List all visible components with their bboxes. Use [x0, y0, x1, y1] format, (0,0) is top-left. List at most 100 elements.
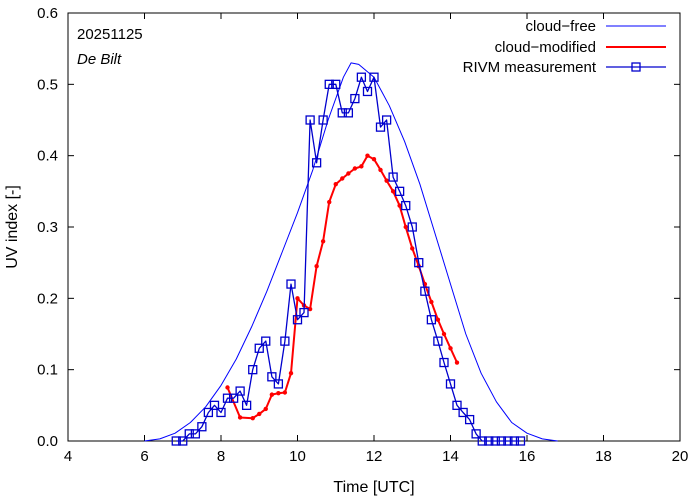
data-point-rivm-measurement	[426, 315, 437, 325]
data-point-rivm-measurement	[420, 286, 430, 296]
data-point-rivm-measurement	[490, 436, 500, 446]
data-point-cloud-modified	[314, 264, 319, 269]
data-point-rivm-measurement	[433, 336, 443, 346]
data-point-rivm-measurement	[324, 79, 334, 89]
data-point-rivm-measurement	[458, 407, 468, 418]
data-point-rivm-measurement	[464, 414, 475, 425]
data-point-rivm-measurement	[439, 357, 449, 368]
data-point-rivm-measurement	[318, 115, 328, 125]
data-point-rivm-measurement	[286, 279, 296, 289]
data-point-cloud-modified	[340, 176, 345, 181]
x-tick-label: 18	[595, 448, 612, 465]
x-tick-label: 4	[64, 448, 72, 465]
data-point-cloud-modified	[288, 371, 294, 376]
legend-label-cloud-modified: cloud−modified	[495, 39, 596, 56]
data-point-rivm-measurement	[503, 436, 513, 446]
data-point-cloud-modified	[225, 385, 230, 390]
data-point-cloud-modified	[333, 182, 338, 187]
y-tick-label: 0.4	[37, 148, 58, 165]
data-point-cloud-modified	[282, 390, 288, 395]
y-tick-label: 0.3	[37, 219, 58, 236]
data-point-rivm-measurement	[267, 372, 277, 382]
data-point-rivm-measurement	[509, 436, 520, 446]
x-tick-label: 14	[442, 448, 459, 465]
data-point-rivm-measurement	[375, 122, 386, 132]
data-point-rivm-measurement	[235, 386, 245, 396]
data-point-cloud-modified	[257, 411, 262, 417]
x-tick-label: 10	[289, 448, 306, 465]
data-point-cloud-modified	[250, 415, 255, 421]
data-point-cloud-modified	[352, 166, 358, 171]
data-point-rivm-measurement	[401, 200, 411, 211]
data-point-rivm-measurement	[452, 400, 462, 410]
data-point-cloud-modified	[263, 406, 268, 412]
data-point-cloud-modified	[237, 415, 243, 420]
data-point-cloud-modified	[397, 203, 402, 208]
date-annotation: 20251125	[77, 26, 143, 43]
data-point-rivm-measurement	[178, 436, 188, 446]
y-tick-label: 0.5	[37, 76, 58, 93]
x-axis-title: Time [UTC]	[333, 479, 414, 496]
data-point-rivm-measurement	[337, 108, 347, 118]
data-point-rivm-measurement	[394, 186, 405, 196]
data-point-cloud-modified	[295, 296, 300, 301]
x-tick-label: 8	[217, 448, 225, 465]
x-tick-label: 20	[672, 448, 689, 465]
data-point-rivm-measurement	[216, 407, 226, 418]
data-point-rivm-measurement	[362, 86, 373, 97]
data-point-cloud-modified	[435, 317, 441, 322]
data-point-rivm-measurement	[414, 258, 424, 268]
data-point-rivm-measurement	[407, 222, 417, 232]
data-point-cloud-modified	[320, 239, 326, 244]
data-point-rivm-measurement	[203, 407, 214, 418]
data-point-cloud-modified	[410, 246, 415, 251]
series-layer	[144, 62, 558, 446]
data-point-cloud-modified	[327, 199, 332, 205]
data-point-cloud-modified	[276, 391, 281, 396]
data-point-cloud-modified	[346, 171, 351, 176]
y-tick-label: 0.0	[37, 433, 58, 450]
y-tick-label: 0.6	[37, 5, 58, 22]
data-point-cloud-modified	[429, 299, 434, 305]
data-point-cloud-modified	[384, 178, 389, 183]
data-point-rivm-measurement	[197, 422, 207, 432]
legend-label-cloud-free: cloud−free	[526, 18, 596, 35]
data-point-rivm-measurement	[311, 158, 322, 168]
data-point-rivm-measurement	[171, 436, 181, 446]
data-point-rivm-measurement	[209, 400, 220, 410]
data-point-rivm-measurement	[184, 429, 194, 439]
data-point-rivm-measurement	[343, 108, 354, 118]
data-point-rivm-measurement	[254, 343, 264, 353]
data-point-rivm-measurement	[369, 72, 379, 82]
data-point-rivm-measurement	[292, 315, 303, 325]
data-point-rivm-measurement	[228, 393, 239, 403]
location-annotation: De Bilt	[77, 51, 122, 68]
axis-ticks	[67, 12, 681, 442]
data-point-cloud-modified	[307, 306, 313, 312]
y-axis-title: UV index [-]	[4, 185, 21, 269]
series-line-cloud-free	[144, 62, 558, 442]
data-point-rivm-measurement	[248, 365, 258, 375]
data-point-cloud-modified	[365, 153, 370, 158]
data-point-rivm-measurement	[484, 436, 494, 446]
data-point-rivm-measurement	[471, 429, 481, 439]
data-point-rivm-measurement	[273, 379, 284, 389]
data-point-rivm-measurement	[190, 429, 201, 439]
data-point-rivm-measurement	[261, 336, 271, 346]
data-point-rivm-measurement	[305, 115, 315, 125]
legend-label-rivm-measurement: RIVM measurement	[463, 59, 597, 76]
data-point-rivm-measurement	[388, 172, 398, 182]
x-tick-label: 12	[366, 448, 383, 465]
axis-tick-labels: 4 6 8 10 12 14 16 18 20 0.0 0.1 0.2 0.3 0.4 0.5 0.6	[37, 5, 688, 465]
legend: cloud−free cloud−modified RIVM measureme…	[463, 18, 666, 76]
data-point-cloud-modified	[269, 392, 275, 397]
data-point-rivm-measurement	[241, 400, 252, 410]
data-point-rivm-measurement	[222, 393, 233, 403]
data-point-rivm-measurement	[445, 379, 456, 389]
data-point-rivm-measurement	[477, 436, 487, 446]
data-point-cloud-modified	[378, 167, 383, 173]
data-point-rivm-measurement	[356, 72, 367, 82]
legend-swatch-rivm-marker	[631, 62, 641, 72]
y-tick-label: 0.1	[37, 362, 58, 379]
